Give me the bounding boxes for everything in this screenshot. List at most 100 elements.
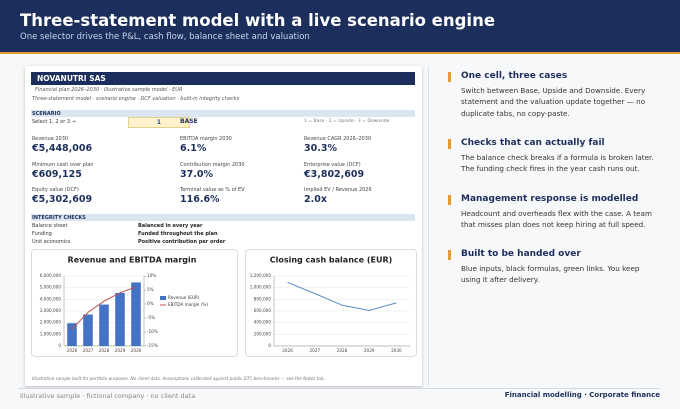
highlight-title: One cell, three cases — [461, 71, 568, 81]
check-label: Funding — [32, 231, 52, 238]
sheet-subtitle: Financial plan 2026–2030 · Illustrative … — [35, 87, 183, 93]
x-tick-label: 2029 — [115, 348, 126, 353]
kpi-label: Minimum cash over plan — [32, 162, 94, 168]
y-tick-label: 0 — [268, 343, 271, 348]
section-heading: SCENARIO — [32, 111, 61, 117]
accent-bar — [448, 72, 451, 82]
section-band — [31, 214, 415, 221]
sheet: NOVANUTRI SAS Financial plan 2026–2030 ·… — [25, 66, 422, 386]
y2-tick-label: 0% — [147, 301, 154, 306]
accent-bar — [448, 139, 451, 149]
title: Three-statement model with a live scenar… — [20, 11, 496, 30]
kpi-value: 2.0x — [304, 194, 327, 205]
check-status: Balanced in every year — [138, 223, 203, 229]
x-tick-label: 2030 — [131, 348, 142, 353]
kpi-label: Implied EV / Revenue 2026 — [304, 187, 372, 193]
kpi-value: €609,125 — [32, 169, 82, 180]
y-tick-label: 1,200,000 — [250, 273, 272, 278]
kpi-label: Revenue 2030 — [32, 136, 69, 142]
y2-tick-label: -10% — [147, 329, 158, 334]
highlight-text: Blue inputs, black formulas, green links… — [461, 264, 640, 285]
check-label: Unit economics — [32, 239, 71, 246]
divider — [428, 66, 429, 386]
bar — [115, 292, 125, 346]
y-tick-label: 3,000,000 — [40, 308, 62, 313]
x-tick-label: 2028 — [99, 348, 110, 353]
kpi-value: 6.1% — [180, 143, 207, 154]
highlight-title: Checks that can actually fail — [461, 138, 605, 148]
scenario-key: 1 = Base · 2 = Upside · 3 = Downside — [304, 119, 390, 124]
check-status: Positive contribution per order — [138, 239, 226, 246]
kpi-label: Terminal value as % of EV — [180, 187, 245, 193]
y2-tick-label: -15% — [147, 343, 158, 348]
bar — [83, 314, 93, 346]
scenario-input[interactable]: 1 — [128, 117, 190, 128]
kpi-value: €5,448,006 — [32, 143, 93, 154]
scenario-prompt: Select 1, 2 or 3 → — [32, 119, 76, 125]
legend-label: Revenue (EUR) — [168, 295, 200, 300]
y-tick-label: 600,000 — [254, 308, 272, 313]
subtitle: One selector drives the P&L, cash flow, … — [20, 32, 310, 42]
legend-label: EBITDA margin (%) — [168, 302, 208, 307]
chart: Revenue and EBITDA margin 0 1,000,000 2,00… — [31, 249, 238, 357]
footer-left: Illustrative sample · fictional company … — [20, 392, 196, 400]
bar — [99, 304, 109, 346]
chart-title: Closing cash balance (EUR) — [270, 256, 393, 265]
y2-tick-label: 5% — [147, 287, 154, 292]
section-band — [31, 110, 415, 117]
y-tick-label: 200,000 — [254, 331, 272, 336]
footer-right: Financial modelling · Corporate finance — [504, 391, 660, 399]
x-tick-label: 2029 — [364, 348, 375, 353]
highlight-text: Switch between Base, Upside and Downside… — [461, 86, 646, 118]
check-label: Balance sheet — [32, 223, 68, 229]
y-tick-label: 0 — [58, 343, 61, 348]
kpi-value: €3,802,609 — [304, 169, 365, 180]
kpi-value: 116.6% — [180, 194, 220, 205]
bar — [131, 282, 141, 346]
legend-swatch — [160, 296, 166, 300]
highlight-title: Management response is modelled — [461, 194, 639, 204]
check-status: Funded throughout the plan — [138, 231, 218, 238]
y-tick-label: 2,000,000 — [40, 320, 62, 325]
sheet-subtitle: Three-statement model · scenario engine … — [32, 96, 240, 102]
header: Three-statement model with a live scenar… — [0, 0, 680, 54]
y-tick-label: 6,000,000 — [40, 273, 62, 278]
y-tick-label: 4,000,000 — [40, 296, 62, 301]
line — [71, 286, 137, 330]
x-tick-label: 2027 — [83, 348, 94, 353]
kpi-label: Enterprise value (DCF) — [304, 162, 361, 168]
y-tick-label: 800,000 — [254, 296, 272, 301]
company: NOVANUTRI SAS — [31, 72, 415, 85]
highlight-title: Built to be handed over — [461, 249, 581, 259]
y-tick-label: 5,000,000 — [40, 285, 62, 290]
y-tick-label: 400,000 — [254, 320, 272, 325]
x-tick-label: 2028 — [337, 348, 348, 353]
y2-tick-label: 10% — [147, 273, 156, 278]
y2-tick-label: -5% — [147, 315, 155, 320]
footer-rule — [18, 388, 660, 389]
scenario-case: BASE — [180, 118, 198, 125]
kpi-label: Revenue CAGR 2026–2030 — [304, 136, 372, 142]
accent-bar — [448, 195, 451, 205]
y-tick-label: 1,000,000 — [40, 331, 62, 336]
section-heading: INTEGRITY CHECKS — [32, 215, 86, 221]
x-tick-label: 2027 — [309, 348, 320, 353]
kpi-value: 37.0% — [180, 169, 213, 180]
chart-title: Revenue and EBITDA margin — [68, 256, 197, 265]
line — [287, 281, 397, 311]
y-tick-label: 1,000,000 — [250, 285, 272, 290]
x-tick-label: 2026 — [282, 348, 293, 353]
bar — [67, 323, 77, 346]
chart: Closing cash balance (EUR) 0 200,000 400,0… — [245, 249, 417, 357]
footnote: Illustrative sample built for portfolio … — [32, 376, 325, 381]
kpi-label: EBITDA margin 2030 — [180, 136, 232, 142]
kpi-value: 30.3% — [304, 143, 337, 154]
kpi-label: Contribution margin 2030 — [180, 162, 245, 168]
x-tick-label: 2026 — [67, 348, 78, 353]
x-tick-label: 2030 — [391, 348, 402, 353]
highlight-text: Headcount and overheads flex with the ca… — [461, 209, 652, 230]
highlight-text: The balance check breaks if a formula is… — [461, 153, 654, 174]
accent-bar — [448, 250, 451, 260]
kpi-label: Equity value (DCF) — [32, 187, 79, 193]
